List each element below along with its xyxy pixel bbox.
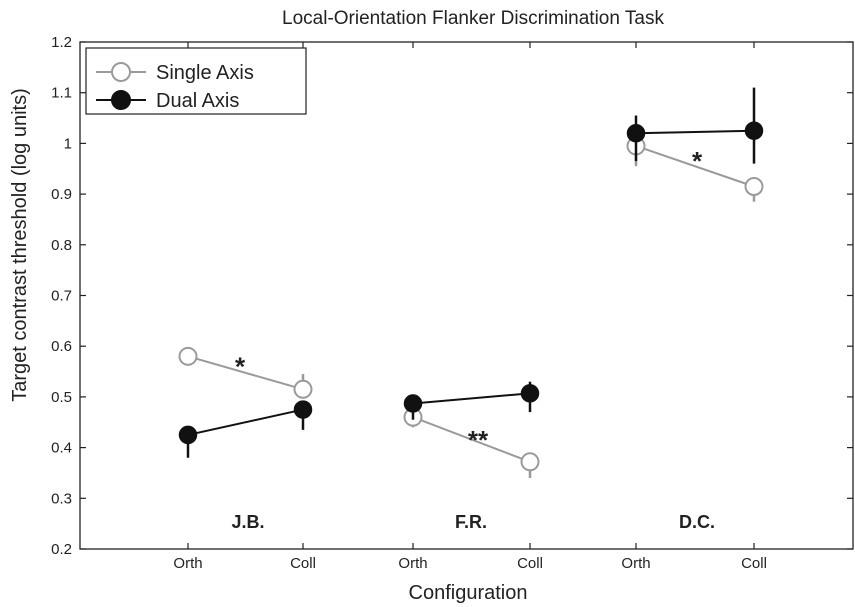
x-tick-label: Orth [398,555,427,572]
y-tick-label: 1.2 [51,34,72,51]
dual-axis-point [520,384,540,403]
y-tick-label: 0.3 [51,490,72,507]
y-axis-label: Target contrast threshold (log units) [9,88,31,402]
y-tick-label: 1 [64,135,72,152]
single-axis-point [744,176,764,196]
dual-axis-point [403,394,423,413]
single-axis-legend-label: Single Axis [156,62,254,84]
x-axis-label: Configuration [409,582,528,604]
x-tick-label: Coll [290,555,316,572]
single-axis-point [178,346,198,366]
y-tick-label: 0.5 [51,389,72,406]
y-tick-label: 0.6 [51,338,72,355]
dual-axis-legend-label: Dual Axis [156,90,239,112]
dual-axis-point [744,121,764,140]
single-axis-line [187,355,304,391]
y-tick-label: 0.4 [51,440,72,457]
dual-axis-point [626,124,646,143]
group-label: F.R. [455,512,487,532]
dual-axis-point [178,425,198,445]
legend: Single Axis Dual Axis [85,47,307,115]
y-tick-label: 0.8 [51,237,72,254]
y-tick-label: 0.2 [51,541,72,558]
significance-marker: ** [468,425,489,455]
single-axis-line [412,416,531,463]
y-tick-label: 1.1 [51,85,72,102]
dual-axis-line [412,392,531,405]
dual-axis-line [187,408,304,436]
ticks: 0.2 0.3 0.4 0.5 0.6 0.7 0.8 0.9 1 1.1 1.2 Orth Coll O… [51,34,853,572]
dual-axis-line [635,129,755,135]
group-label: J.B. [231,512,264,532]
y-tick-label: 0.9 [51,186,72,203]
series-marks: J.B. * F.R. ** D.C. * [178,87,764,532]
dual-axis-legend-marker [111,90,131,110]
chart-title: Local-Orientation Flanker Discrimination… [282,8,664,29]
x-tick-label: Coll [741,555,767,572]
single-axis-legend-marker [111,62,131,82]
x-tick-label: Coll [517,555,543,572]
x-tick-label: Orth [621,555,650,572]
single-axis-point [293,379,313,399]
single-axis-point [520,452,540,472]
x-tick-label: Orth [173,555,202,572]
plot-frame [79,41,854,550]
significance-marker: * [692,146,703,176]
dual-axis-point [293,400,313,419]
group-label: D.C. [679,512,715,532]
single-axis-line [635,144,755,188]
y-tick-label: 0.7 [51,288,72,305]
significance-marker: * [235,351,246,381]
